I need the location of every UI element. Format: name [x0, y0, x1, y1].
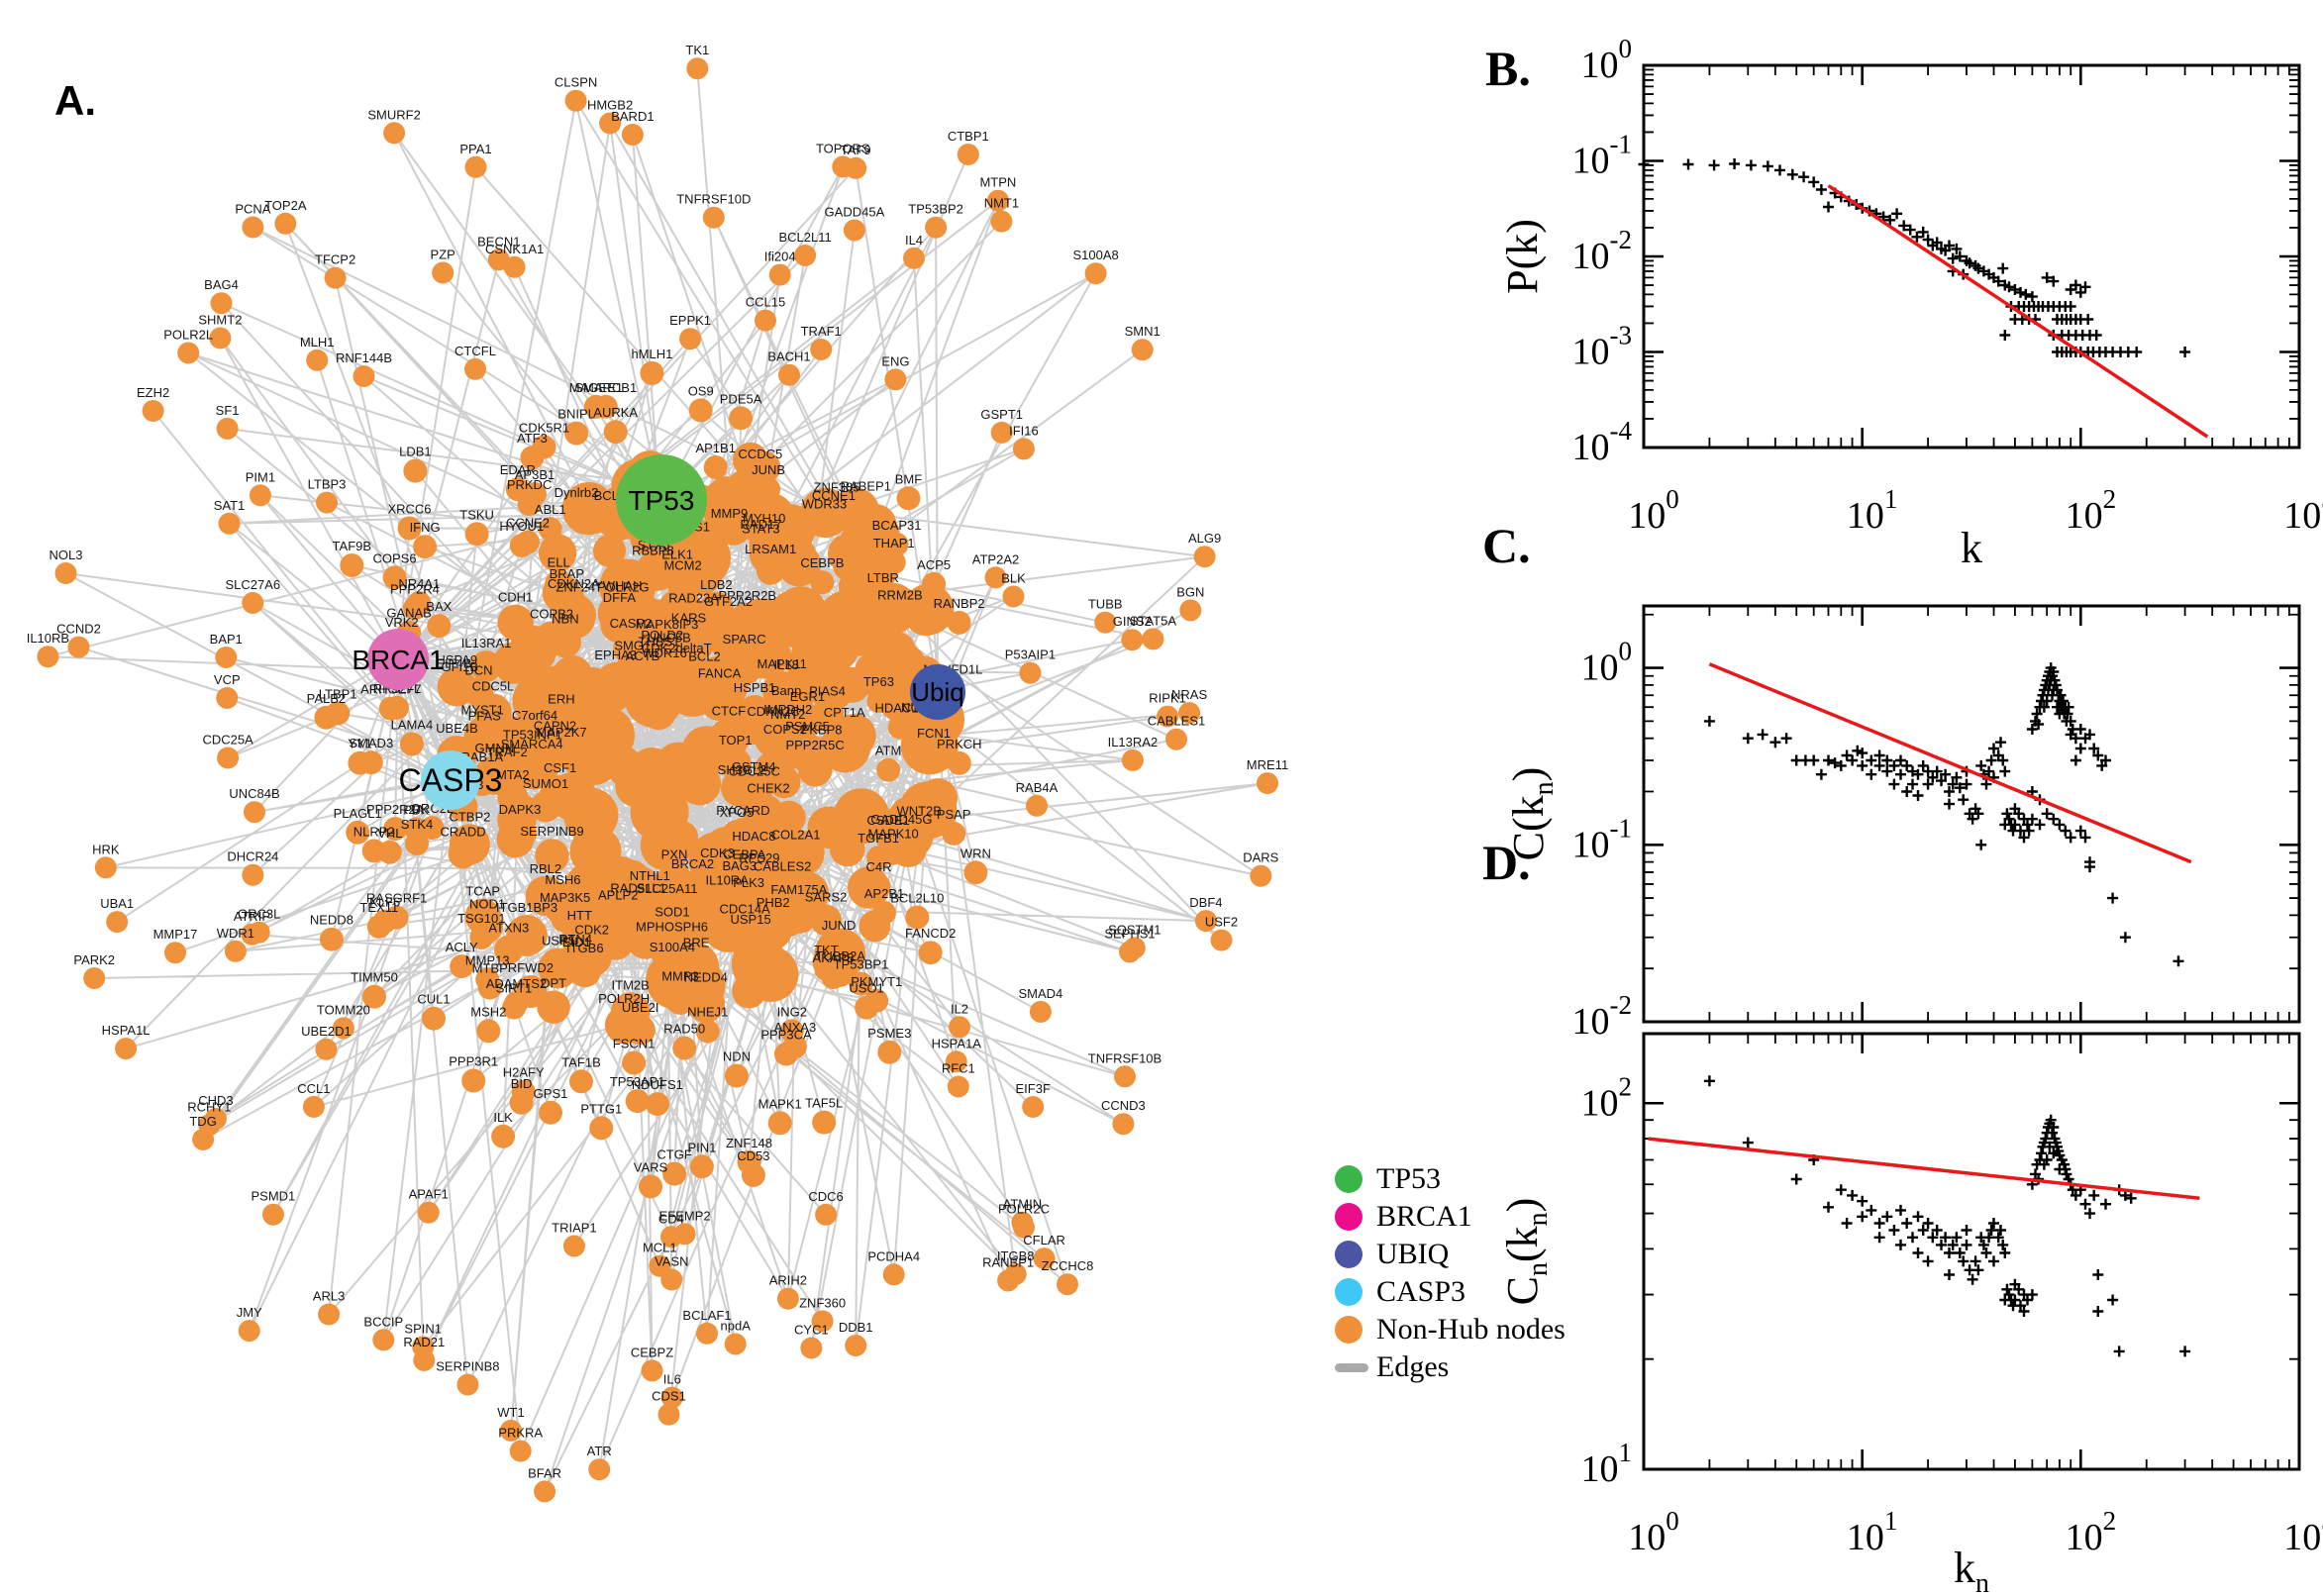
plot-panel-c: 100 10-1 10-2 C(kn​) [1504, 606, 2299, 1043]
tick-label: 103 [2283, 484, 2323, 537]
tick-label: 101 [1581, 1438, 1633, 1490]
x-axis-title: kn​ [1954, 1544, 1989, 1596]
minor-ticks [1644, 65, 2299, 448]
tick-label: 102 [2066, 484, 2117, 537]
scatter-points [1639, 158, 2191, 357]
axis-box [1644, 65, 2299, 448]
tick-label: 103 [2283, 1506, 2323, 1558]
fit-line [1828, 186, 2207, 437]
tick-label: 10-1 [1572, 813, 1633, 865]
fit-line [1649, 1139, 2200, 1198]
tick-label: 102 [2066, 1506, 2117, 1558]
minor-ticks [1644, 1034, 2299, 1469]
y-axis-title: Cn​(kn​) [1498, 1198, 1554, 1306]
tick-label: 10-2 [1572, 990, 1633, 1043]
tick-label: 100 [1581, 34, 1633, 86]
plot-panel-b: 100 10-1 10-2 10-3 10-4 100 101 102 103 P(k) k [1498, 34, 2323, 572]
tick-label: 101 [1847, 484, 1898, 537]
major-ticks [1644, 1034, 2299, 1469]
scatter-points [1704, 1075, 2190, 1356]
axis-box [1644, 1034, 2299, 1469]
tick-label: 10-2 [1572, 225, 1633, 277]
x-axis-title: k [1961, 524, 1982, 572]
y-axis-title: P(k) [1498, 219, 1547, 294]
figure: SEPHS1TEX11UQCRFS1CYC1VRK2CPT1ASERPINB8D… [0, 0, 2323, 1596]
plots: 10010-110-210-310-4100101102103P(k)k1001… [0, 0, 2323, 1596]
plot-panel-d: 102 101 100 101 102 103 Cn​(kn​) kn​ [1498, 1034, 2323, 1596]
tick-label: 101 [1847, 1506, 1898, 1558]
tick-label: 10-3 [1572, 321, 1633, 373]
tick-label: 10-1 [1572, 130, 1633, 182]
tick-label: 100 [1581, 637, 1633, 689]
major-ticks [1644, 65, 2299, 448]
tick-label: 102 [1581, 1071, 1633, 1124]
fit-line [1709, 664, 2190, 862]
tick-label: 10-4 [1572, 416, 1633, 468]
scatter-points [1704, 662, 2184, 966]
y-axis-title: C(kn​) [1504, 767, 1560, 861]
tick-label: 100 [1628, 484, 1679, 537]
tick-label: 100 [1628, 1506, 1679, 1558]
